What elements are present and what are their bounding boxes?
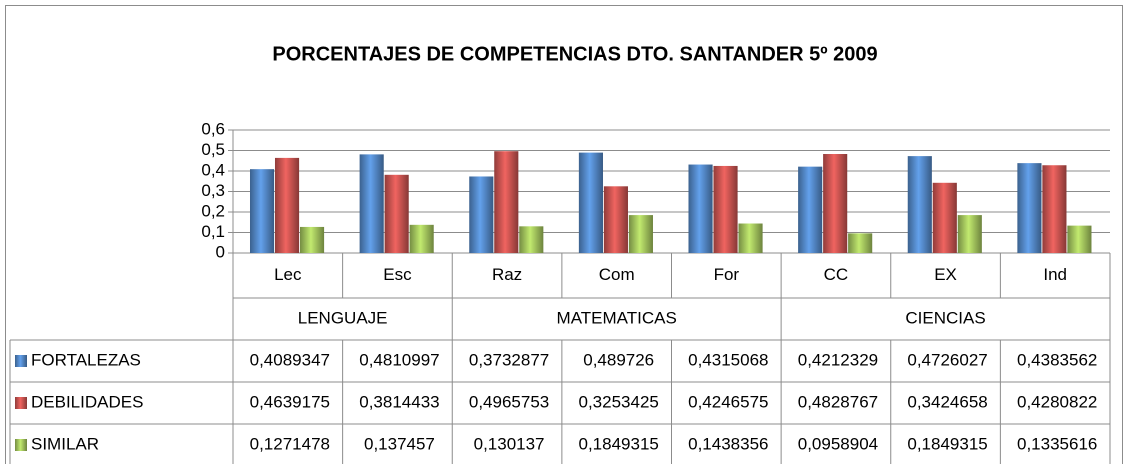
bar xyxy=(249,169,275,253)
table-value: 0,1849315 xyxy=(579,434,659,453)
table-value: 0,4726027 xyxy=(907,350,987,369)
table-value: 0,3814433 xyxy=(359,392,439,411)
table-value: 0,4315068 xyxy=(688,350,768,369)
bar xyxy=(713,165,738,253)
bar xyxy=(519,226,544,253)
table-value: 0,4383562 xyxy=(1017,350,1097,369)
group-label: MATEMATICAS xyxy=(557,308,677,327)
x-tick-label: For xyxy=(714,265,740,284)
table-value: 0,1849315 xyxy=(907,434,987,453)
bar xyxy=(603,186,628,253)
table-value: 0,4089347 xyxy=(250,350,330,369)
x-tick-label: EX xyxy=(934,265,957,284)
bar xyxy=(1067,225,1092,253)
table-value: 0,130137 xyxy=(474,434,545,453)
table-value: 0,4965753 xyxy=(469,392,549,411)
bar xyxy=(274,157,300,253)
bar xyxy=(823,154,848,253)
table-value: 0,1271478 xyxy=(250,434,330,453)
bar xyxy=(384,174,409,253)
legend-label: SIMILAR xyxy=(31,434,99,453)
bar xyxy=(688,164,713,253)
x-tick-label: Raz xyxy=(492,265,522,284)
bar xyxy=(469,176,494,253)
group-label: CIENCIAS xyxy=(905,308,985,327)
bar xyxy=(798,166,823,253)
table-value: 0,4212329 xyxy=(798,350,878,369)
table-value: 0,489726 xyxy=(583,350,654,369)
bar xyxy=(1042,165,1067,253)
bar xyxy=(738,223,763,253)
table-value: 0,3424658 xyxy=(907,392,987,411)
y-tick-label: 0 xyxy=(216,242,225,261)
x-tick-label: Esc xyxy=(383,265,412,284)
y-tick-label: 0,2 xyxy=(201,201,225,220)
group-label: LENGUAJE xyxy=(298,308,388,327)
x-tick-label: Lec xyxy=(274,265,302,284)
table-value: 0,4639175 xyxy=(250,392,330,411)
table-value: 0,4828767 xyxy=(798,392,878,411)
table-value: 0,4246575 xyxy=(688,392,768,411)
legend-swatch xyxy=(15,355,27,367)
table-value: 0,3732877 xyxy=(469,350,549,369)
y-tick-label: 0,5 xyxy=(201,140,225,159)
bar xyxy=(299,226,325,253)
table-value: 0,4280822 xyxy=(1017,392,1097,411)
legend-label: DEBILIDADES xyxy=(31,392,143,411)
legend-swatch xyxy=(15,439,27,451)
table-value: 0,3253425 xyxy=(579,392,659,411)
bar xyxy=(578,152,603,253)
x-tick-label: CC xyxy=(824,265,849,284)
legend-swatch xyxy=(15,397,27,409)
x-tick-label: Ind xyxy=(1043,265,1067,284)
bar xyxy=(907,156,932,253)
bar xyxy=(359,154,384,253)
bar xyxy=(494,151,519,253)
y-tick-label: 0,6 xyxy=(201,119,225,138)
x-tick-label: Com xyxy=(599,265,635,284)
table-value: 0,1438356 xyxy=(688,434,768,453)
bar xyxy=(957,215,982,253)
legend-label: FORTALEZAS xyxy=(31,350,141,369)
table-value: 0,4810997 xyxy=(359,350,439,369)
y-tick-label: 0,1 xyxy=(201,222,225,241)
bar xyxy=(932,182,957,253)
bar xyxy=(628,215,653,253)
bar xyxy=(409,224,434,253)
table-value: 0,1335616 xyxy=(1017,434,1097,453)
bar xyxy=(848,233,873,253)
table-value: 0,137457 xyxy=(364,434,435,453)
table-value: 0,0958904 xyxy=(798,434,878,453)
chart-title: PORCENTAJES DE COMPETENCIAS DTO. SANTAND… xyxy=(272,43,877,65)
y-tick-label: 0,4 xyxy=(201,160,225,179)
bar xyxy=(1017,163,1042,253)
y-tick-label: 0,3 xyxy=(201,181,225,200)
